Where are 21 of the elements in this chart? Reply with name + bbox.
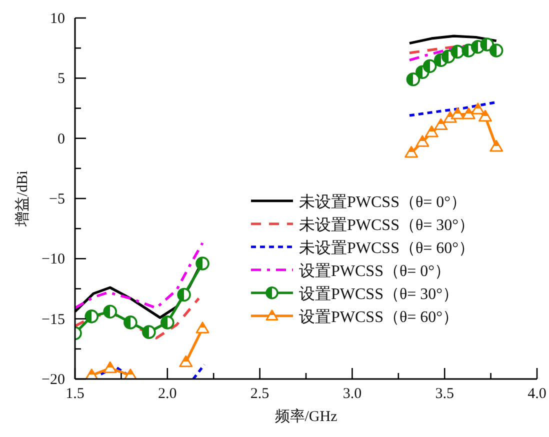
y-tick-label: −15: [42, 312, 65, 328]
legend-label: 未设置PWCSS（θ= 30°）: [299, 216, 475, 234]
legend-label: 未设置PWCSS（θ= 60°）: [299, 238, 475, 257]
y-tick-label: 0: [58, 131, 65, 148]
y-tick-label: −5: [49, 192, 65, 208]
x-tick-label: 2.0: [158, 386, 177, 402]
y-axis-title: 增益/dBi: [14, 170, 31, 228]
x-axis-title: 频率/GHz: [274, 408, 338, 425]
y-tick-label: 5: [58, 71, 65, 88]
y-tick-label: −20: [42, 372, 65, 388]
x-tick-label: 3.0: [342, 386, 362, 402]
legend-label: 设置PWCSS（θ= 60°）: [299, 308, 459, 326]
x-tick-label: 3.5: [435, 386, 454, 402]
legend-label: 设置PWCSS（θ= 30°）: [299, 284, 459, 303]
x-tick-label: 2.5: [250, 386, 270, 402]
y-tick-label: −10: [42, 252, 65, 268]
x-tick-label: 4.0: [528, 386, 546, 402]
y-tick-label: 10: [50, 11, 65, 27]
x-tick-label: 1.5: [66, 386, 84, 402]
legend-label: 设置PWCSS（θ= 0°）: [299, 262, 451, 280]
legend-label: 未设置PWCSS（θ= 0°）: [299, 192, 467, 211]
